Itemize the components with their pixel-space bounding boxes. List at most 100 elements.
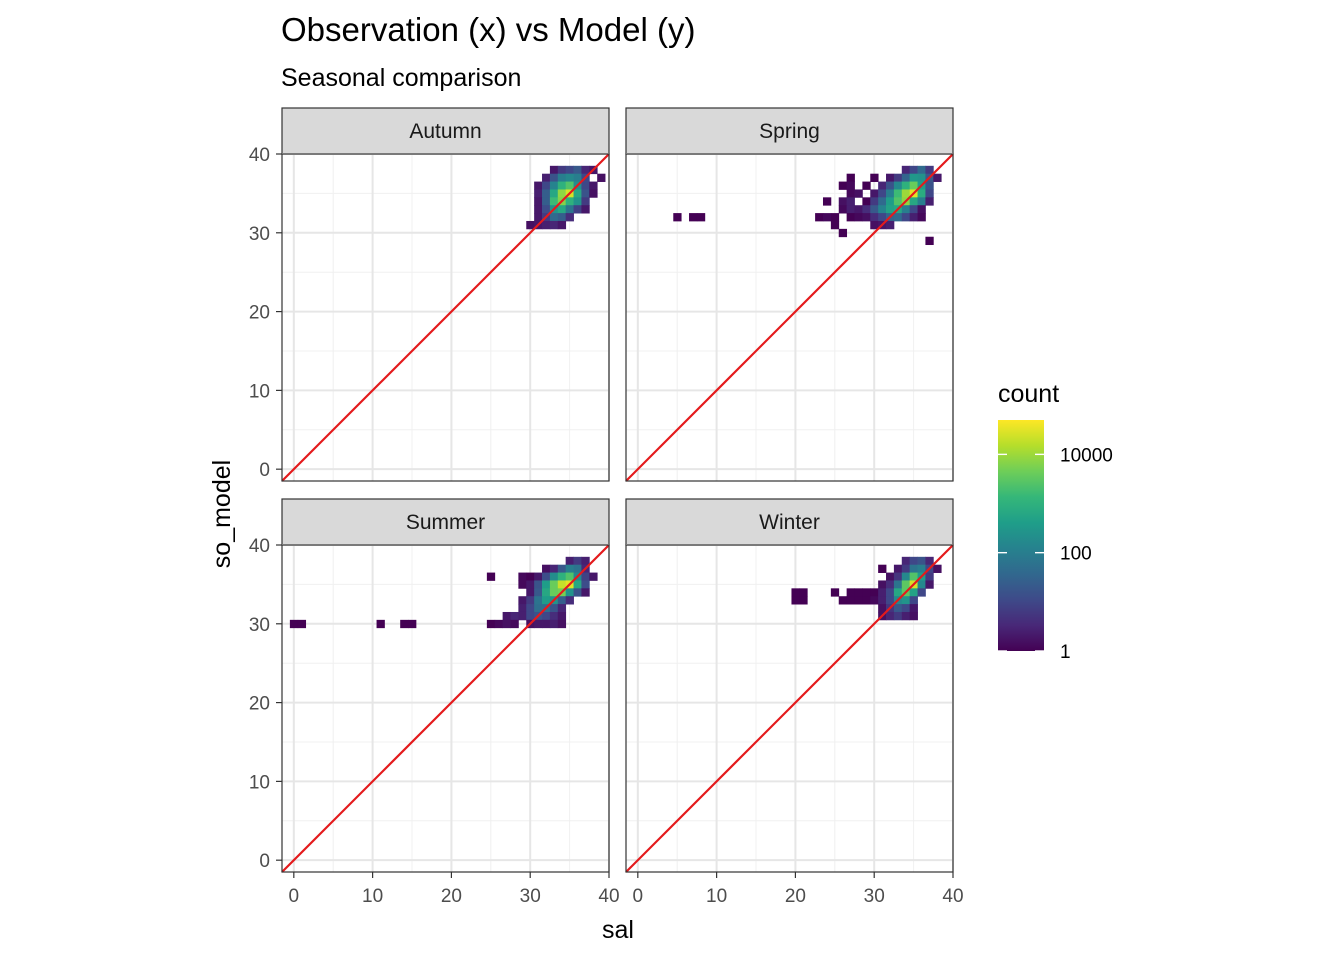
heatmap-cell — [917, 564, 926, 573]
heatmap-cell — [925, 556, 934, 566]
heatmap-cell — [862, 197, 871, 206]
y-tick-label: 30 — [249, 615, 270, 636]
heatmap-cell — [408, 619, 417, 629]
heatmap-cell — [822, 197, 832, 206]
heatmap-cell — [886, 596, 895, 605]
heatmap-cell — [846, 189, 855, 198]
heatmap-cell — [581, 165, 590, 175]
heatmap-cell — [917, 205, 926, 214]
heatmap-cell — [549, 197, 559, 206]
heatmap-cell — [901, 611, 911, 621]
heatmap-cell — [893, 197, 903, 206]
heatmap-cell — [909, 197, 918, 206]
heatmap-cell — [549, 572, 559, 581]
panel-border — [625, 544, 954, 873]
heatmap-cell — [510, 619, 519, 629]
heatmap-cell — [565, 596, 574, 605]
heatmap-cell — [830, 213, 840, 222]
heatmap-cell — [925, 197, 934, 206]
heatmap-cell — [549, 213, 559, 222]
heatmap-cell — [526, 580, 535, 589]
heatmap-cell — [893, 588, 903, 597]
heatmap-cell — [901, 580, 911, 589]
x-tick-label: 10 — [706, 886, 727, 907]
heatmap-cell — [549, 173, 559, 182]
heatmap-cell — [486, 619, 496, 629]
heatmap-cell — [542, 611, 551, 621]
heatmap-cell — [581, 580, 590, 589]
heatmap-cell — [878, 205, 887, 214]
heatmap-cell — [878, 197, 887, 206]
heatmap-cell — [534, 604, 543, 613]
heatmap-cell — [557, 213, 567, 222]
heatmap-cell — [862, 205, 871, 214]
heatmap-cell — [565, 572, 574, 581]
facet-panel-winter: Winter 0 10 20 30 40 — [625, 498, 964, 907]
panel-border — [281, 544, 610, 873]
heatmap-cell — [909, 604, 918, 613]
heatmap-cell — [846, 181, 855, 190]
heatmap-cell — [870, 220, 879, 230]
heatmap-cell — [581, 572, 590, 581]
heatmap-cell — [878, 588, 887, 597]
heatmap-cell — [400, 619, 409, 629]
heatmap-cell — [542, 205, 551, 214]
heatmap-cell — [534, 572, 543, 581]
facet-strip-label: Winter — [759, 511, 820, 534]
y-axis-title: so_model — [208, 460, 236, 568]
heatmap-cell — [573, 564, 582, 573]
heatmap-cell — [909, 181, 918, 190]
heatmap-cell — [870, 596, 879, 605]
heatmap-cell — [886, 220, 895, 230]
heatmap-cell — [909, 205, 918, 214]
heatmap-cell — [901, 572, 911, 581]
y-tick-label: 0 — [259, 460, 270, 481]
heatmap-cell — [909, 165, 918, 175]
heatmap-cell — [917, 213, 926, 222]
heatmap-cell — [822, 213, 832, 222]
heatmap-cell — [838, 596, 848, 605]
heatmap-cell — [597, 173, 606, 182]
heatmap-cell — [886, 189, 895, 198]
heatmap-cell — [565, 556, 574, 566]
heatmap-cell — [502, 619, 511, 629]
heatmap-cell — [557, 580, 567, 589]
heatmap-cell — [901, 181, 911, 190]
heatmap-cell — [909, 213, 918, 222]
colorbar-tick-label: 100 — [1060, 544, 1092, 565]
heatmap-cell — [925, 189, 934, 198]
heatmap-cell — [510, 611, 519, 621]
facet-panel-spring: Spring — [625, 107, 954, 482]
heatmap-cell — [838, 181, 848, 190]
heatmap-cell — [549, 611, 559, 621]
heatmap-cell — [886, 181, 895, 190]
heatmap-cell — [534, 588, 543, 597]
heatmap-cell — [549, 189, 559, 198]
heatmap-cell — [526, 604, 535, 613]
heatmap-cell — [901, 173, 911, 182]
heatmap-cell — [542, 588, 551, 597]
facet-strip — [625, 498, 954, 546]
heatmap-cell — [581, 556, 590, 566]
heatmap-cell — [909, 564, 918, 573]
heatmap-cell — [893, 213, 903, 222]
heatmap-cells — [289, 556, 598, 629]
heatmap-cell — [549, 580, 559, 589]
heatmap-cell — [534, 197, 543, 206]
heatmap-cell — [886, 588, 895, 597]
heatmap-cell — [486, 572, 496, 581]
chart-subtitle: Seasonal comparison — [281, 64, 521, 92]
heatmap-cell — [542, 197, 551, 206]
heatmap-cell — [518, 604, 527, 613]
heatmap-cell — [854, 189, 863, 198]
heatmap-cell — [534, 181, 543, 190]
heatmap-cell — [565, 197, 574, 206]
x-tick-label: 40 — [598, 886, 619, 907]
heatmap-cell — [518, 596, 527, 605]
heatmap-cell — [846, 205, 855, 214]
heatmap-cell — [573, 556, 582, 566]
heatmap-cell — [886, 205, 895, 214]
heatmap-cell — [838, 197, 848, 206]
chart-title: Observation (x) vs Model (y) — [281, 11, 695, 48]
